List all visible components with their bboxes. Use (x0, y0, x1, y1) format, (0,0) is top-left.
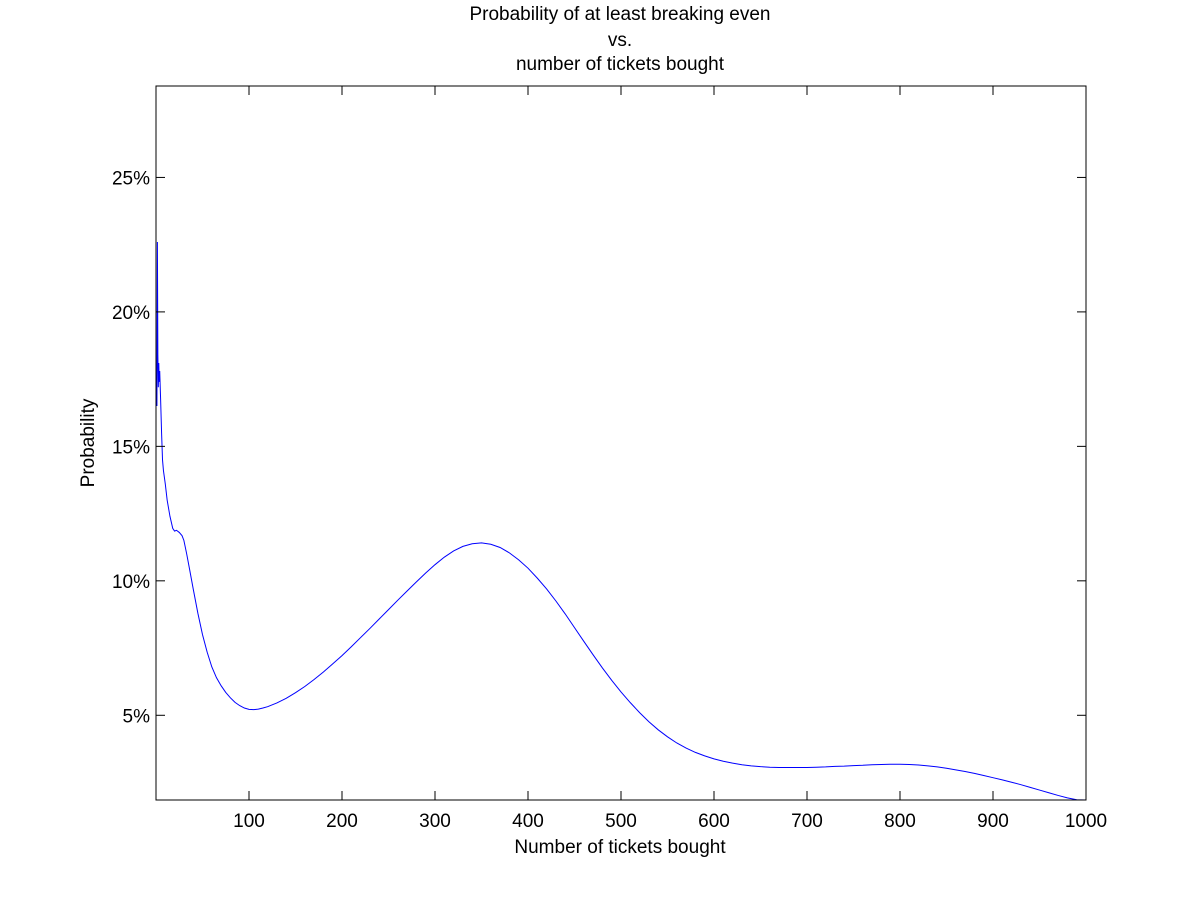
x-tick-label-400: 400 (512, 811, 544, 832)
x-tick-label-600: 600 (698, 811, 730, 832)
x-tick-label-900: 900 (977, 811, 1009, 832)
x-tick-label-500: 500 (605, 811, 637, 832)
chart-title: Probability of at least breaking even vs… (469, 4, 770, 75)
x-tick-label-800: 800 (884, 811, 916, 832)
series-line (156, 241, 1087, 801)
y-tick-label-2: 15% (112, 437, 150, 458)
y-axis-label: Probability (78, 398, 99, 487)
y-tick-label-3: 20% (112, 303, 150, 324)
chart-title-line-3: number of tickets bought (516, 54, 725, 75)
y-tick-label-0: 5% (123, 706, 151, 727)
y-tick-label-4: 25% (112, 168, 150, 189)
x-tick-label-700: 700 (791, 811, 823, 832)
x-tick-label-100: 100 (233, 811, 265, 832)
y-axis-ticks: 5% 10% 15% 20% 25% (112, 168, 1086, 727)
x-axis-ticks: 100 200 300 400 500 600 700 800 900 1000 (233, 86, 1107, 832)
x-tick-label-1000: 1000 (1065, 811, 1107, 832)
y-tick-label-1: 10% (112, 572, 150, 593)
x-tick-label-200: 200 (326, 811, 358, 832)
x-tick-label-300: 300 (419, 811, 451, 832)
x-axis-label: Number of tickets bought (514, 837, 726, 858)
chart-title-line-1: Probability of at least breaking even (469, 4, 770, 25)
chart-title-line-2: vs. (608, 30, 632, 51)
